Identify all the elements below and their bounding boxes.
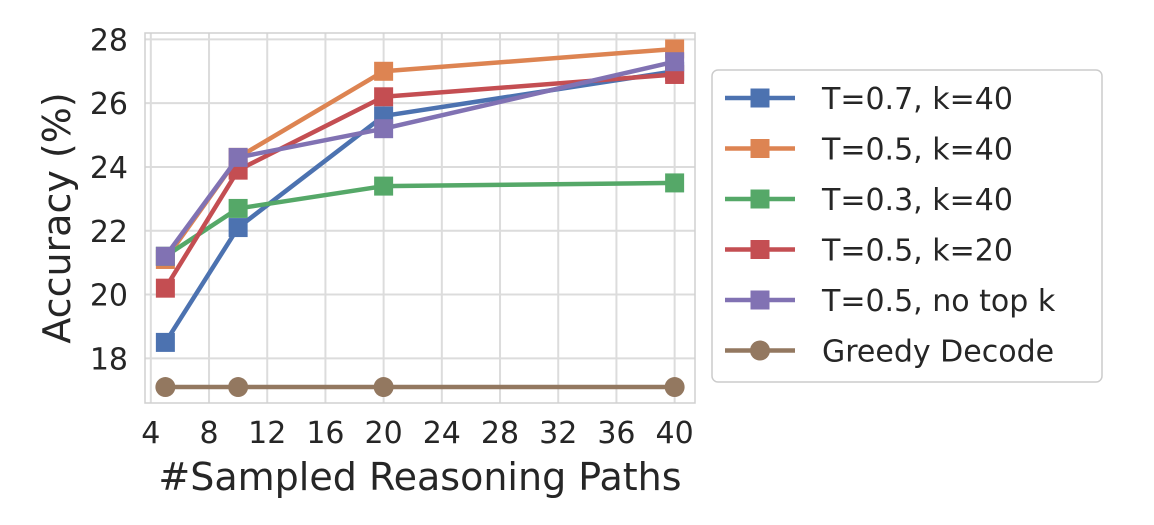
legend-entry: T=0.3, k=40	[725, 183, 1013, 218]
legend-marker	[750, 189, 770, 209]
legend-marker	[750, 290, 770, 310]
legend: T=0.7, k=40 T=0.5, k=40 T=0.3, k=40 T=0.5, …	[711, 69, 1103, 383]
legend-entry: T=0.5, k=40	[725, 133, 1013, 168]
data-point	[155, 377, 176, 398]
y-tick-label: 18	[90, 342, 128, 377]
data-point	[665, 173, 685, 193]
legend-entry: Greedy Decode	[725, 335, 1054, 370]
legend-label: T=0.3, k=40	[821, 183, 1013, 218]
legend-marker	[750, 240, 770, 259]
data-point	[155, 246, 175, 266]
series-group	[155, 377, 685, 398]
legend-entry: T=0.5, k=20	[725, 234, 1013, 269]
series-group	[155, 64, 685, 298]
x-tick-label: 40	[656, 416, 694, 451]
series-group	[155, 52, 685, 266]
series-line	[163, 59, 676, 258]
x-tick-label: 20	[365, 416, 403, 451]
x-tick-label: 28	[481, 416, 519, 451]
legend-box	[711, 69, 1103, 383]
x-axis-label: #Sampled Reasoning Paths	[158, 455, 681, 499]
data-point	[665, 52, 685, 72]
data-point	[373, 377, 394, 398]
legend-label: T=0.5, k=20	[821, 234, 1013, 269]
legend-marker	[750, 340, 770, 361]
legend-label: T=0.5, no top k	[821, 284, 1056, 319]
data-point	[374, 61, 394, 81]
x-tick-label: 12	[248, 416, 286, 451]
x-tick-label: 4	[141, 416, 160, 451]
y-tick-label: 20	[90, 279, 128, 314]
data-point	[228, 377, 249, 398]
series-line	[163, 72, 675, 290]
legend-label: T=0.7, k=40	[821, 82, 1013, 117]
data-point	[155, 278, 175, 298]
legend-label: Greedy Decode	[822, 335, 1054, 370]
data-point	[374, 87, 394, 107]
x-tick-label: 24	[423, 416, 461, 451]
y-axis-label: Accuracy (%)	[35, 92, 79, 343]
legend-marker	[750, 139, 770, 158]
y-tick-label: 26	[90, 87, 128, 122]
data-point	[155, 332, 175, 352]
data-point	[228, 218, 248, 238]
data-point	[374, 119, 394, 139]
legend-label: T=0.5, k=40	[821, 133, 1013, 168]
x-tick-label: 8	[199, 416, 218, 451]
series-lines	[155, 39, 685, 398]
data-point	[374, 176, 394, 196]
y-tick-label: 22	[90, 215, 128, 250]
data-point	[228, 198, 248, 218]
plot-frame	[144, 32, 696, 404]
data-point	[228, 147, 248, 167]
y-tick-label: 24	[90, 151, 128, 186]
x-tick-labels: 4 8 12 16 20 24 28 32 36 40	[141, 416, 693, 451]
legend-entry: T=0.5, no top k	[725, 284, 1056, 319]
x-tick-label: 32	[539, 416, 577, 451]
x-tick-label: 36	[597, 416, 635, 451]
x-tick-label: 16	[306, 416, 344, 451]
y-tick-label: 28	[90, 23, 128, 58]
y-tick-labels: 18 20 22 24 26 28	[90, 23, 128, 377]
legend-entry: T=0.7, k=40	[725, 82, 1013, 117]
grid-lines	[145, 33, 695, 403]
data-point	[664, 377, 685, 398]
legend-marker	[750, 88, 770, 108]
